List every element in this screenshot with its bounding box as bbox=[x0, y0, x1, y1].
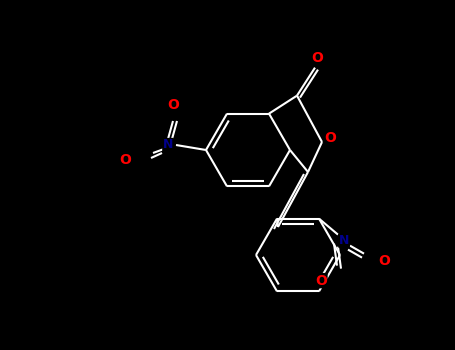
Text: O: O bbox=[119, 153, 131, 167]
Text: O: O bbox=[167, 98, 179, 112]
Text: N: N bbox=[163, 139, 173, 152]
Text: O: O bbox=[378, 254, 390, 268]
Text: O: O bbox=[311, 51, 323, 65]
Text: N: N bbox=[339, 234, 349, 247]
Text: O: O bbox=[324, 131, 336, 145]
Text: O: O bbox=[315, 274, 327, 288]
